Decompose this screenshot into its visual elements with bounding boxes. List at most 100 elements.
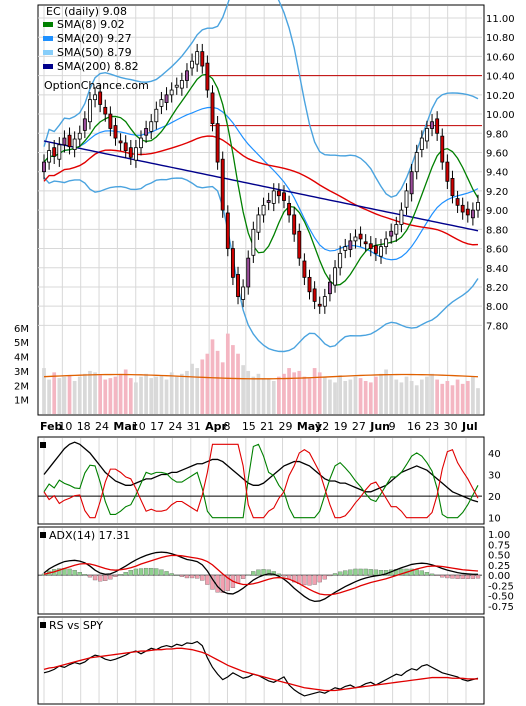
candle-body [312, 288, 317, 302]
candle-body [57, 144, 62, 160]
x-tick-label: 16 [407, 420, 421, 433]
adx-y-tick: 30 [488, 471, 501, 482]
macd-legend: ADX(14) 17.31 [40, 529, 130, 542]
candle-body [241, 286, 246, 300]
candle-body [42, 161, 46, 173]
legend-swatch-sma8 [43, 22, 53, 27]
volume-bar [419, 379, 424, 414]
volume-bar [103, 379, 108, 414]
volume-bar [471, 376, 475, 414]
volume-y-tick: 5M [14, 338, 29, 349]
candle-body [190, 60, 195, 69]
macd-histogram-bar [281, 574, 287, 577]
volume-bar [307, 378, 312, 414]
volume-bar [108, 378, 113, 414]
volume-y-tick: 1M [14, 396, 29, 407]
volume-bar [445, 380, 450, 414]
candle-body [200, 51, 205, 67]
price-candles [42, 43, 480, 314]
candle-body [251, 228, 256, 256]
candle-body [256, 214, 261, 233]
volume-bar [333, 382, 337, 414]
macd-histogram-bar [108, 574, 113, 580]
volume-bar [394, 379, 399, 414]
candle-body [230, 248, 235, 278]
candle-body [195, 51, 200, 65]
candle-body [169, 89, 174, 96]
volume-bar [455, 379, 460, 414]
macd-histogram-bar [435, 574, 440, 576]
volume-bar [164, 379, 169, 414]
macd-y-tick: -0.50 [488, 592, 514, 603]
macd-line [43, 551, 479, 602]
candle-body [384, 238, 389, 248]
candle-body [317, 303, 322, 307]
indicator-lines [43, 0, 482, 353]
macd-title: ADX(14) 17.31 [49, 529, 130, 542]
macd-histogram-bar [174, 574, 179, 576]
volume-bar [180, 373, 184, 414]
candle-body [287, 202, 292, 216]
rs-swatch [40, 622, 46, 628]
macd-histogram-bar [87, 574, 93, 578]
volume-bar [144, 373, 148, 414]
price-y-tick: 7.80 [486, 321, 508, 332]
volume-bar [292, 372, 297, 414]
candle-body [154, 108, 159, 123]
volume-bar [317, 372, 322, 414]
macd-histogram-bar [98, 574, 103, 582]
candle-body [261, 204, 266, 216]
volume-bar [220, 362, 225, 414]
candle-body [343, 246, 348, 251]
plus-di-line [43, 443, 479, 519]
candle-body [149, 121, 154, 132]
volume-bar [374, 376, 378, 414]
candle-body [368, 243, 373, 249]
x-tick-label: 15 [242, 420, 256, 433]
volume-bar [399, 382, 404, 414]
macd-histogram-bar [450, 574, 455, 579]
rs-line [43, 640, 479, 697]
price-y-tick: 10.80 [486, 33, 515, 44]
candle-body [465, 208, 470, 216]
macd-histogram-bar [470, 574, 476, 579]
candle-body [113, 125, 118, 139]
volume-bar [322, 376, 327, 414]
volume-bar [205, 353, 210, 414]
macd-histogram-bar [205, 574, 210, 585]
candle-body [266, 200, 271, 203]
candle-body [404, 190, 409, 208]
candle-body [88, 99, 92, 123]
macd-y-tick: 0.50 [488, 551, 510, 562]
x-tick-label: 19 [334, 420, 348, 433]
legend-swatch-sma50 [43, 50, 53, 55]
volume-bar [82, 373, 87, 414]
volume-bar [113, 376, 118, 414]
candle-body [430, 121, 434, 129]
macd-signal-line [43, 554, 479, 596]
candle-body [440, 135, 445, 163]
price-legend: EC (daily) 9.08 SMA(8) 9.02 SMA(20) 9.27… [43, 5, 149, 92]
macd-histogram-bar [440, 574, 445, 578]
bollinger-lower [43, 176, 479, 353]
rs-average-line [43, 647, 478, 692]
macd-histogram-bar [266, 569, 271, 576]
x-tick-label: 29 [279, 420, 293, 433]
volume-bar [123, 369, 128, 414]
macd-histogram-bar [317, 574, 322, 583]
volume-bar [93, 372, 97, 414]
macd-histogram-bar [276, 573, 282, 576]
volume-bar [312, 368, 317, 414]
macd-histogram-bar [164, 571, 169, 576]
candle-body [271, 190, 276, 204]
volume-bar [139, 376, 143, 414]
volume-bar [277, 376, 281, 414]
volume-bar [195, 368, 200, 414]
macd-histogram-bar [256, 569, 261, 576]
candle-body [445, 161, 450, 182]
volume-bar [379, 373, 383, 414]
candle-body [174, 84, 179, 88]
macd-histogram-bar [358, 568, 363, 576]
macd-histogram-bar [460, 574, 465, 579]
macd-histogram-bar [225, 574, 230, 591]
